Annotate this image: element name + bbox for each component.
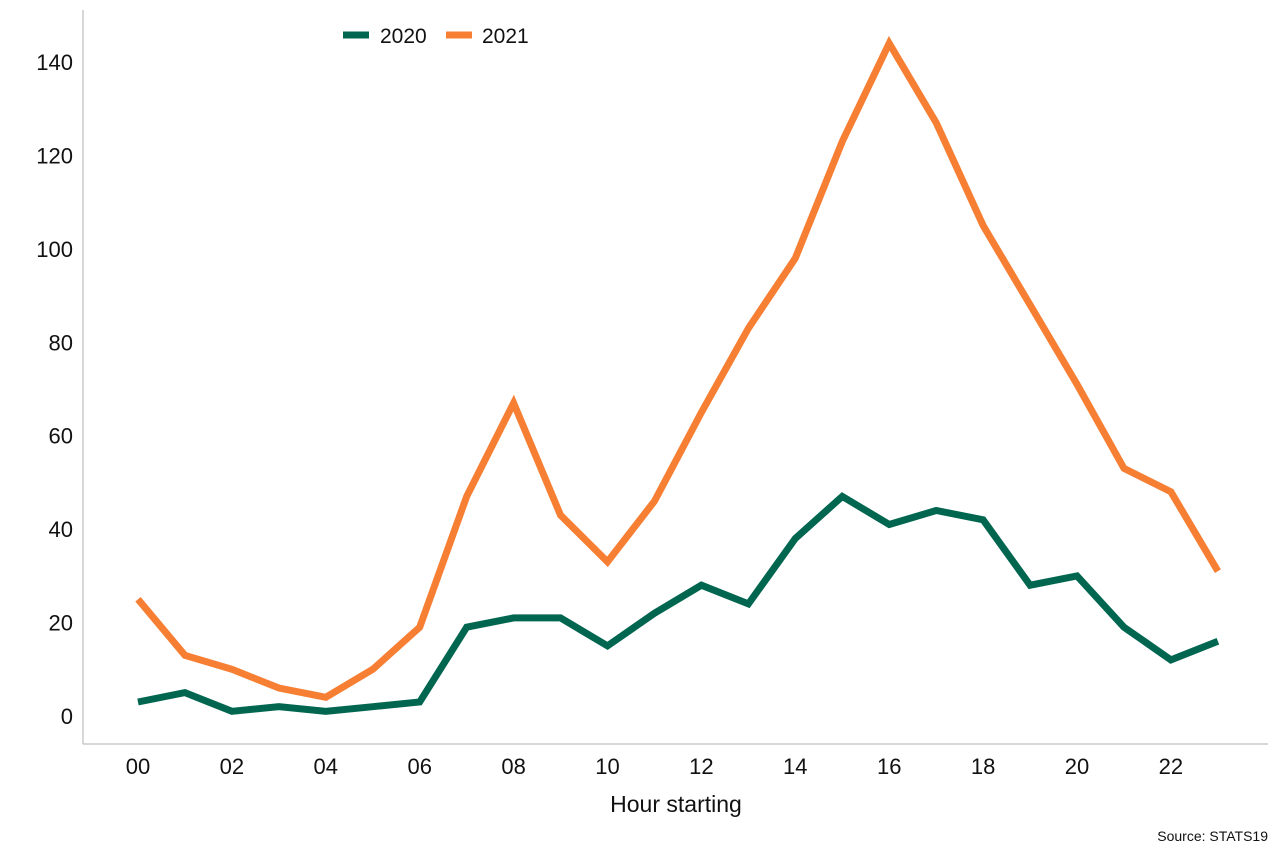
legend-label-2021: 2021	[482, 25, 529, 48]
chart-axes	[82, 10, 1268, 745]
y-tick-label: 100	[36, 237, 73, 262]
x-tick-label: 08	[501, 754, 525, 779]
x-tick-label: 12	[689, 754, 713, 779]
source-note: Source: STATS19	[1157, 828, 1268, 844]
y-tick-label: 0	[61, 704, 73, 729]
legend: 2020 2021	[343, 25, 529, 48]
x-tick-label: 00	[126, 754, 150, 779]
x-tick-labels: 00 02 04 06 08 10 12 14 16 18 20 22	[126, 754, 1183, 779]
y-tick-label: 20	[49, 611, 73, 636]
y-tick-labels: 0 20 40 60 80 100 120 140	[36, 50, 73, 729]
y-tick-label: 140	[36, 50, 73, 75]
x-tick-label: 22	[1159, 754, 1183, 779]
y-tick-label: 60	[49, 424, 73, 449]
x-tick-label: 04	[314, 754, 338, 779]
x-tick-label: 14	[783, 754, 807, 779]
y-tick-label: 120	[36, 143, 73, 168]
y-tick-label: 80	[49, 330, 73, 355]
x-tick-label: 10	[595, 754, 619, 779]
legend-label-2020: 2020	[380, 25, 427, 48]
x-tick-label: 06	[407, 754, 431, 779]
x-axis-title: Hour starting	[610, 791, 742, 817]
y-tick-label: 40	[49, 517, 73, 542]
x-tick-label: 20	[1065, 754, 1089, 779]
series-line-2021	[135, 35, 1221, 701]
x-tick-label: 16	[877, 754, 901, 779]
x-tick-label: 18	[971, 754, 995, 779]
x-tick-label: 02	[220, 754, 244, 779]
series-lines	[135, 35, 1221, 715]
series-line-2020	[137, 492, 1220, 715]
